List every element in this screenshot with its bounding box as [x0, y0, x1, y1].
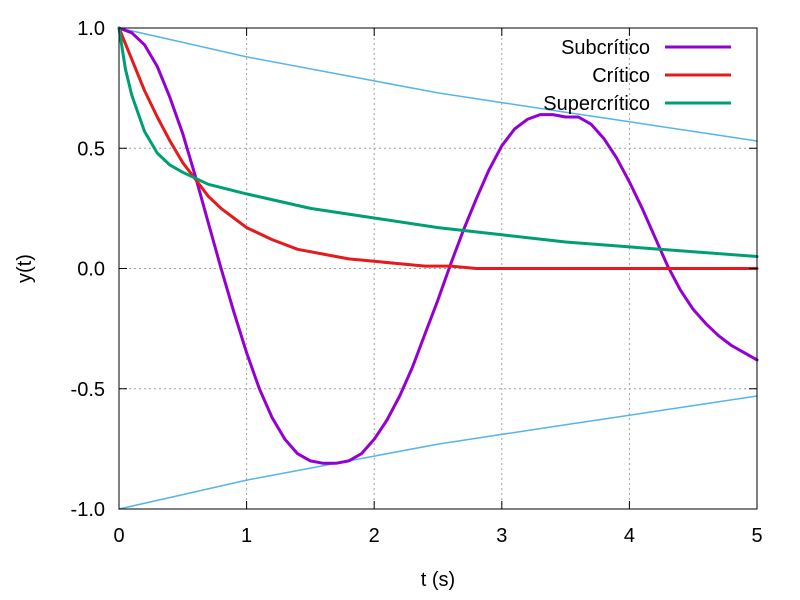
envelope-line	[118, 395, 758, 510]
y-tick-label: -0.5	[71, 379, 105, 401]
legend: Subcrítico Crítico Supercrítico	[543, 37, 731, 115]
series-line-supercritico	[117, 26, 759, 258]
envelope-line	[118, 27, 758, 142]
ticks: 0 1 2 3 4 5 -1.0 -0.5 0.0 0.5 1.0	[71, 18, 763, 547]
y-tick-label: 1.0	[77, 18, 105, 40]
y-tick-label: 0.0	[77, 259, 105, 281]
y-tick-label: -1.0	[71, 499, 105, 521]
series-line-critico	[117, 26, 759, 270]
y-axis-label: y(t)	[14, 254, 36, 283]
legend-label-supercritico: Supercrítico	[543, 93, 650, 115]
x-tick-label: 4	[624, 525, 635, 547]
x-tick-label: 5	[751, 525, 762, 547]
y-tick-label: 0.5	[77, 138, 105, 160]
x-tick-label: 3	[496, 525, 507, 547]
x-tick-label: 2	[369, 525, 380, 547]
x-tick-label: 1	[241, 525, 252, 547]
legend-label-critico: Crítico	[592, 65, 650, 87]
x-tick-label: 0	[113, 525, 124, 547]
legend-label-subcritico: Subcrítico	[561, 37, 650, 59]
series-layer	[117, 26, 759, 510]
series-line-subcritico	[117, 26, 759, 465]
x-axis-label: t (s)	[421, 569, 455, 591]
